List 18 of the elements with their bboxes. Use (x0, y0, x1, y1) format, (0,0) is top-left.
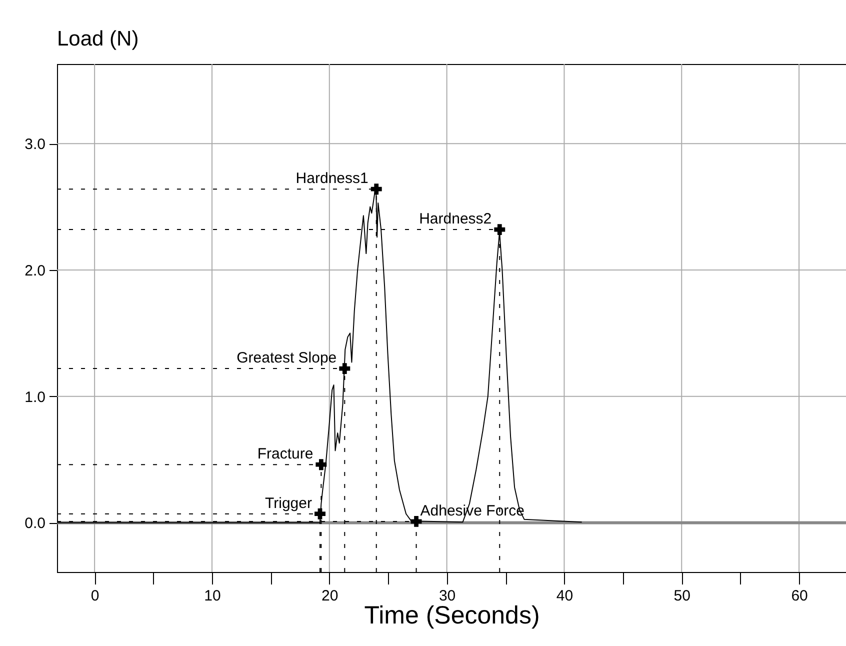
annotation: Trigger (265, 494, 312, 512)
x-tick-label: 30 (438, 588, 456, 604)
y-tick-label: 0.0 (24, 515, 46, 532)
x-tick-label: 40 (556, 588, 574, 604)
annotation: Greatest Slope (236, 350, 337, 367)
x-axis-title: Time (Seconds) (364, 602, 540, 630)
annotation: Fracture (257, 446, 314, 463)
x-tick-label: 20 (322, 588, 338, 604)
chart-title: Load (N) (57, 28, 139, 50)
x-tick-label: 60 (791, 588, 808, 604)
y-tick-label: 1.0 (24, 388, 46, 406)
x-tick-label: 0 (90, 588, 100, 604)
annotation: Hardness1 (296, 170, 368, 188)
y-tick-label: 3.0 (24, 136, 46, 154)
x-tick-label: 10 (204, 588, 221, 604)
y-tick-label: 2.0 (24, 262, 46, 280)
x-tick-label: 50 (674, 588, 690, 604)
annotation: Hardness2 (419, 210, 492, 228)
